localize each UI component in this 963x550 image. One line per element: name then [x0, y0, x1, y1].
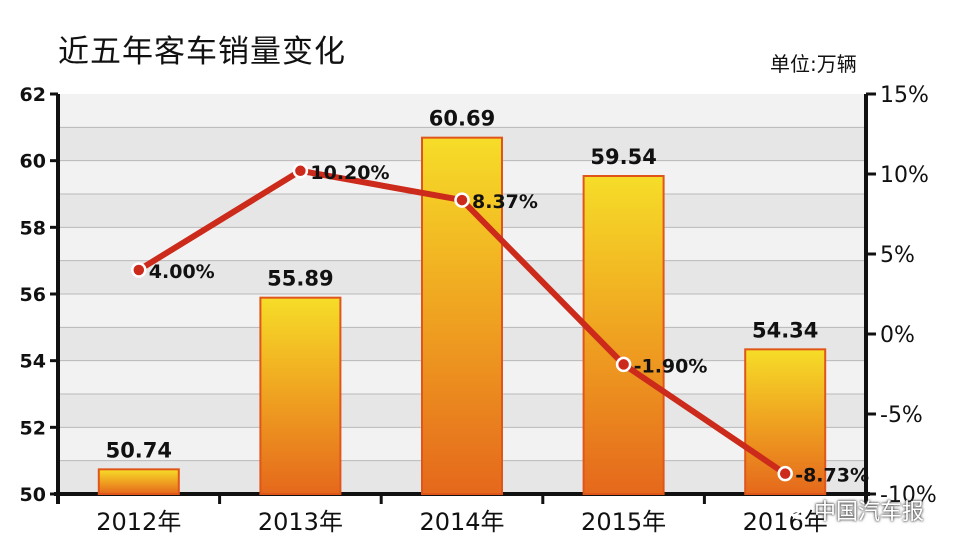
tick-label-left: 62 [20, 84, 46, 106]
tick-label-left: 58 [20, 217, 46, 239]
grid-band [58, 94, 866, 128]
tick-label-right: 15% [880, 83, 929, 108]
line-value-label: 4.00% [149, 261, 215, 283]
tick-label-right: 5% [880, 243, 915, 268]
line-value-label: -8.73% [795, 465, 869, 487]
category-label: 2015年 [581, 508, 666, 536]
category-label: 2013年 [258, 508, 343, 536]
line-point [615, 356, 632, 373]
bar-value-label: 59.54 [590, 145, 656, 169]
line-point [454, 192, 470, 208]
line-value-label: -1.90% [634, 355, 708, 377]
bar-value-label: 54.34 [752, 318, 818, 342]
category-label: 2012年 [96, 508, 181, 536]
bar [259, 296, 342, 495]
line-value-label: 10.20% [310, 162, 389, 184]
bar-value-label: 50.74 [106, 438, 172, 462]
line-point [292, 163, 309, 179]
watermark-text: 中国汽车报 [814, 500, 925, 525]
bar-value-label: 55.89 [267, 267, 333, 291]
tick-label-right: -5% [880, 403, 923, 428]
bar-value-label: 60.69 [429, 107, 495, 131]
tick-label-left: 54 [20, 351, 46, 373]
bar [97, 468, 180, 496]
tick-label-right: 0% [880, 323, 915, 348]
watermark: 中国汽车报 [782, 494, 924, 526]
chat-bubble-icon [782, 500, 807, 520]
line-value-label: 8.37% [472, 191, 538, 213]
tick-label-right: 10% [880, 163, 929, 188]
category-label: 2014年 [419, 508, 504, 536]
tick-label-left: 52 [20, 417, 46, 439]
chart-title: 近五年客车销量变化 [58, 34, 346, 70]
tick-label-right: -10% [880, 483, 937, 508]
tick-label-left: 60 [20, 151, 46, 173]
line-point [777, 465, 793, 482]
line-point [131, 262, 147, 278]
tick-label-left: 56 [20, 284, 46, 306]
tick-label-left: 50 [20, 484, 46, 506]
unit-label: 单位:万辆 [770, 52, 857, 76]
